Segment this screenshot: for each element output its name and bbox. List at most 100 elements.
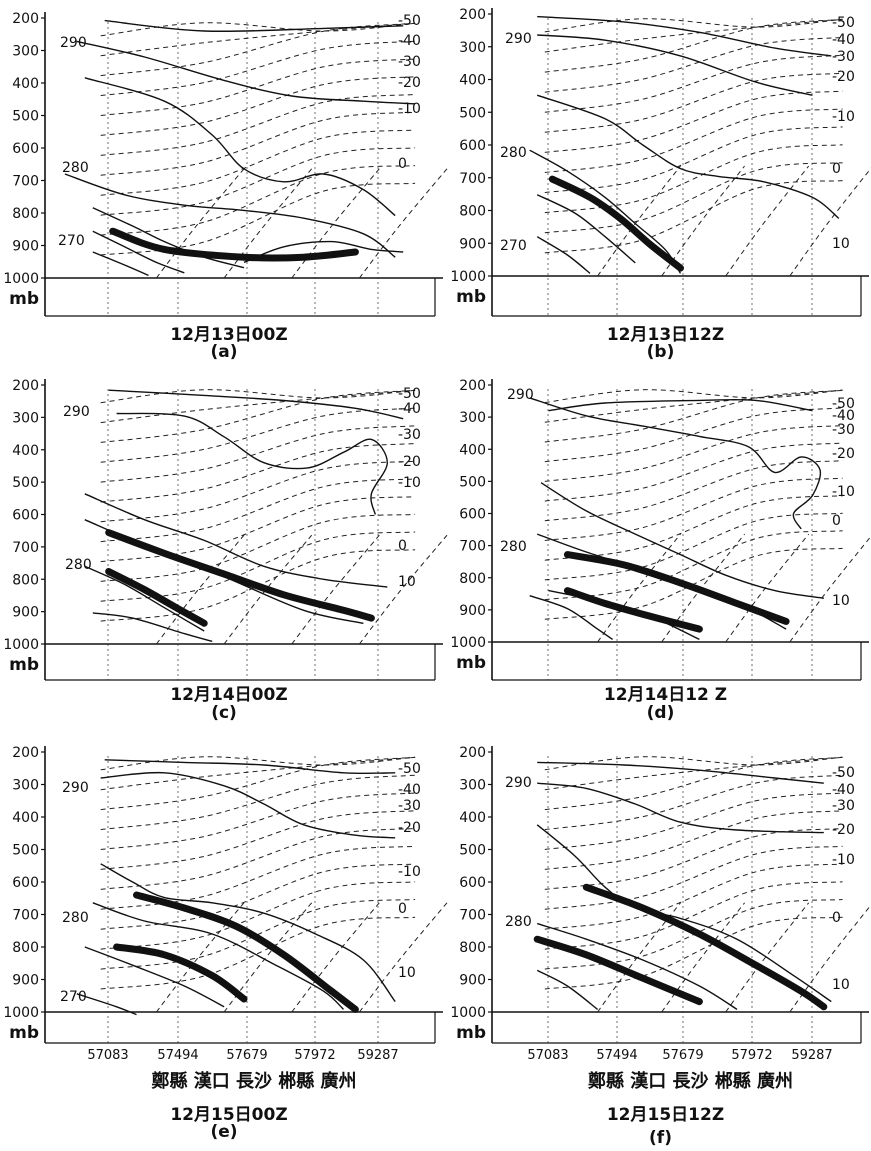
y-tick-label: 200 — [12, 745, 39, 761]
isentrope-line — [84, 565, 205, 632]
isotherm-label: 0 — [832, 910, 841, 926]
panel-label: (d) — [646, 703, 675, 723]
front-boundary-line — [563, 551, 790, 625]
isotherm-line — [100, 899, 416, 970]
isotherm-line — [359, 534, 448, 645]
isentrope-line — [92, 207, 245, 269]
isotherm-line — [544, 863, 843, 930]
y-unit-label: mb — [9, 289, 39, 309]
isotherm-line — [725, 533, 810, 643]
isotherm-label: -40 — [832, 408, 855, 424]
isentrope-line — [92, 902, 344, 1010]
isentrope-line — [76, 40, 416, 105]
isotherm-line — [223, 168, 313, 279]
isotherm-line — [789, 904, 871, 1013]
y-tick-label: 200 — [12, 11, 39, 27]
y-unit-label: mb — [456, 653, 486, 673]
isotherm-label: -30 — [398, 54, 421, 70]
y-tick-label: 500 — [12, 109, 39, 125]
station-names: 鄭縣 漢口 長沙 郴縣 廣州 — [587, 1071, 794, 1092]
isotherm-line — [544, 389, 843, 404]
isentrope-line — [536, 194, 636, 264]
isotherm-label: -50 — [398, 761, 421, 777]
isotherm-label: -30 — [398, 798, 421, 814]
front-boundary-line — [533, 935, 703, 1006]
y-tick-label: 600 — [459, 138, 486, 154]
isentrope-line — [537, 34, 813, 96]
panel-title: 12月15日12Z — [606, 1105, 725, 1125]
isotherm-label: -50 — [832, 765, 855, 781]
y-tick-label: 700 — [459, 171, 486, 187]
panel-title: 12月15日00Z — [170, 1105, 288, 1125]
isotherm-label: -20 — [398, 454, 421, 470]
isotherm-label: 0 — [398, 901, 407, 917]
isentrope-line — [536, 533, 787, 630]
y-tick-label: 900 — [12, 239, 39, 255]
isotherm-label: -20 — [832, 822, 855, 838]
station-id-label: 57494 — [596, 1048, 637, 1063]
isotherm-line — [100, 389, 416, 424]
y-tick-label: 500 — [459, 105, 486, 121]
panel-f: 2003004005006007008009001000mb290280-50-… — [450, 745, 871, 1063]
station-id-label: 57972 — [294, 1048, 335, 1063]
y-tick-label: 600 — [459, 507, 486, 523]
station-id-label: 57083 — [527, 1048, 568, 1063]
y-tick-label: 800 — [459, 940, 486, 956]
isentrope-line — [92, 230, 185, 274]
isotherm-line — [544, 108, 843, 173]
isotherm-line — [100, 165, 416, 236]
isotherm-line — [725, 165, 810, 277]
isotherm-line — [291, 534, 380, 645]
y-tick-label: 500 — [12, 475, 39, 491]
isotherm-label: -40 — [832, 782, 855, 798]
station-id-label: 57972 — [731, 1048, 772, 1063]
y-tick-label: 800 — [459, 571, 486, 587]
isentrope-line — [84, 77, 396, 217]
isotherm-line — [544, 792, 843, 850]
isotherm-label: -50 — [832, 396, 855, 412]
isotherm-label: -10 — [398, 475, 421, 491]
y-tick-label: 500 — [459, 474, 486, 490]
isotherm-line — [223, 902, 313, 1013]
isentrope-line — [529, 397, 822, 530]
isotherm-line — [100, 129, 416, 196]
y-unit-label: mb — [456, 1023, 486, 1043]
isotherm-line — [544, 881, 843, 950]
y-tick-label: 800 — [12, 206, 39, 222]
isentrope-label: 290 — [63, 404, 90, 420]
y-tick-label: 300 — [12, 44, 39, 60]
isotherm-line — [100, 58, 416, 116]
isotherm-label: -20 — [832, 69, 855, 85]
y-unit-label: mb — [9, 655, 39, 675]
y-tick-label: 300 — [459, 410, 486, 426]
isotherm-line — [156, 902, 245, 1013]
station-id-label: 59287 — [791, 1048, 832, 1063]
y-tick-label: 600 — [12, 875, 39, 891]
front-boundary-line — [582, 883, 828, 1011]
isotherm-line — [725, 902, 810, 1013]
y-tick-label: 400 — [12, 810, 39, 826]
y-tick-label: 400 — [459, 810, 486, 826]
y-tick-label: 300 — [12, 778, 39, 794]
panel-c: 2003004005006007008009001000mb290280-50-… — [3, 378, 448, 681]
isotherm-line — [100, 147, 416, 216]
y-tick-label: 400 — [459, 442, 486, 458]
y-tick-label: 800 — [12, 572, 39, 588]
isentrope-line — [100, 771, 396, 839]
isotherm-line — [661, 165, 745, 277]
isentrope-label: 290 — [505, 31, 532, 47]
isotherm-line — [100, 845, 416, 910]
isotherm-label: -50 — [832, 15, 855, 31]
isentrope-label: 280 — [65, 557, 92, 573]
isotherm-line — [100, 828, 416, 890]
isotherm-line — [544, 512, 843, 581]
y-tick-label: 300 — [459, 40, 486, 56]
y-tick-label: 300 — [459, 778, 486, 794]
isotherm-label: 10 — [832, 977, 850, 993]
isentrope-line — [540, 482, 824, 599]
y-tick-label: 600 — [12, 141, 39, 157]
isotherm-label: 0 — [832, 513, 841, 529]
y-tick-label: 1000 — [3, 1005, 39, 1021]
isotherm-line — [100, 810, 416, 870]
